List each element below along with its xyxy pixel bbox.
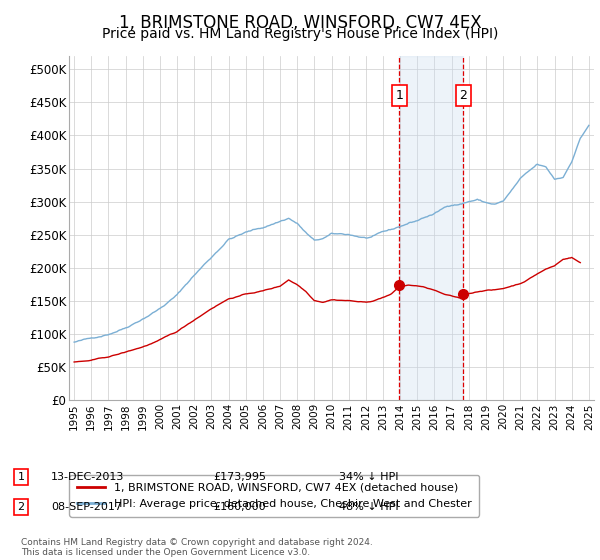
- Text: 1: 1: [17, 472, 25, 482]
- Text: Contains HM Land Registry data © Crown copyright and database right 2024.
This d: Contains HM Land Registry data © Crown c…: [21, 538, 373, 557]
- Text: 1, BRIMSTONE ROAD, WINSFORD, CW7 4EX: 1, BRIMSTONE ROAD, WINSFORD, CW7 4EX: [119, 14, 481, 32]
- Bar: [400, 56, 463, 400]
- Text: 48% ↓ HPI: 48% ↓ HPI: [339, 502, 398, 512]
- Text: 13-DEC-2013: 13-DEC-2013: [51, 472, 124, 482]
- Text: 34% ↓ HPI: 34% ↓ HPI: [339, 472, 398, 482]
- Legend: 1, BRIMSTONE ROAD, WINSFORD, CW7 4EX (detached house), HPI: Average price, detac: 1, BRIMSTONE ROAD, WINSFORD, CW7 4EX (de…: [70, 475, 479, 516]
- Text: Price paid vs. HM Land Registry's House Price Index (HPI): Price paid vs. HM Land Registry's House …: [102, 27, 498, 41]
- Text: 2: 2: [17, 502, 25, 512]
- Text: 1: 1: [395, 89, 403, 102]
- Text: 2: 2: [460, 89, 467, 102]
- Text: £173,995: £173,995: [213, 472, 266, 482]
- Text: £160,000: £160,000: [213, 502, 266, 512]
- Text: 08-SEP-2017: 08-SEP-2017: [51, 502, 122, 512]
